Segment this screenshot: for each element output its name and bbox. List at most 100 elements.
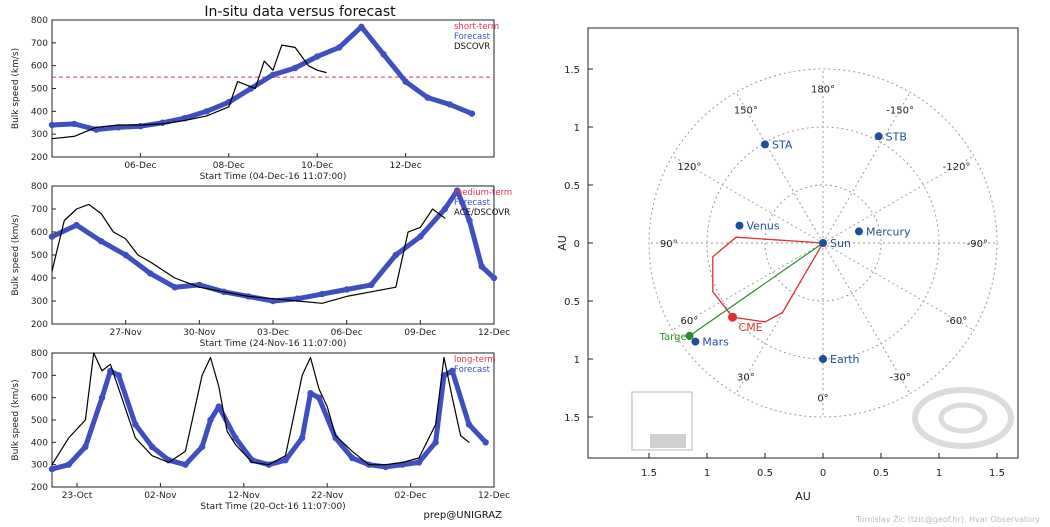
forecast-point bbox=[148, 443, 156, 450]
cme-label: CME bbox=[739, 321, 763, 334]
y-tick-label: 800 bbox=[31, 16, 48, 26]
forecast-point bbox=[269, 71, 277, 79]
forecast-point bbox=[478, 263, 485, 270]
x-tick-label: 30-Nov bbox=[183, 328, 216, 338]
y-axis-label: Bulk speed (km/s) bbox=[11, 48, 21, 129]
legend-entry: medium-term bbox=[454, 188, 512, 198]
angle-label: 180° bbox=[811, 85, 835, 96]
forecast-point bbox=[48, 121, 56, 129]
forecast-point bbox=[147, 270, 154, 277]
forecast-series-line bbox=[49, 188, 497, 304]
angle-label: 60° bbox=[681, 316, 699, 327]
y-axis-label: Bulk speed (km/s) bbox=[11, 214, 21, 295]
forecast-point bbox=[307, 390, 314, 397]
forecast-point bbox=[171, 284, 178, 291]
forecast-point bbox=[465, 421, 473, 428]
x-tick-label: 1.5 bbox=[641, 468, 657, 479]
y-tick-label: 200 bbox=[31, 153, 48, 163]
x-axis-label: Start Time (04-Dec-16 11:07:00) bbox=[200, 172, 347, 182]
x-axis-label: Start Time (20-Oct-16 11:07:00) bbox=[200, 502, 345, 512]
forecast-point bbox=[73, 221, 80, 229]
forecast-point bbox=[82, 443, 89, 450]
y-tick-label: 300 bbox=[31, 297, 48, 307]
y-tick-label: 200 bbox=[31, 320, 48, 330]
body-marker bbox=[819, 239, 827, 247]
x-tick-label: 10-Dec bbox=[301, 161, 333, 171]
forecast-point bbox=[203, 108, 210, 115]
forecast-point bbox=[424, 94, 431, 101]
x-tick-label: 12-Dec bbox=[390, 161, 422, 171]
body-label: Earth bbox=[830, 353, 860, 366]
forecast-point bbox=[248, 457, 256, 464]
angle-label: -60° bbox=[946, 316, 967, 327]
y-tick-label: 800 bbox=[31, 182, 48, 192]
legend-entry: short-term bbox=[454, 22, 499, 32]
polar-ring bbox=[648, 68, 998, 418]
legend-entry: DSCOVR bbox=[454, 42, 490, 52]
y-tick-label: 500 bbox=[31, 85, 48, 95]
forecast-point bbox=[490, 274, 498, 282]
y-tick-label: 600 bbox=[31, 228, 48, 238]
y-tick-label: 700 bbox=[31, 371, 48, 381]
forecast-point bbox=[349, 454, 356, 462]
polar-ring bbox=[764, 184, 882, 302]
x-tick-label: 09-Dec bbox=[404, 328, 436, 338]
forecast-point bbox=[415, 459, 423, 466]
forecast-point bbox=[453, 187, 461, 194]
forecast-point bbox=[449, 367, 456, 375]
forecast-point bbox=[432, 439, 439, 446]
forecast-point bbox=[336, 44, 343, 51]
forecast-point bbox=[298, 434, 306, 442]
forecast-point bbox=[318, 290, 326, 298]
target-marker bbox=[685, 331, 694, 340]
uni-graz-logo bbox=[631, 391, 693, 451]
x-tick-label: 03-Dec bbox=[257, 328, 289, 338]
body-marker bbox=[874, 132, 883, 141]
y-axis-label: AU bbox=[556, 235, 569, 251]
y-tick-label: 200 bbox=[31, 483, 48, 493]
x-tick-label: 1 bbox=[704, 468, 710, 479]
forecast-point bbox=[332, 434, 339, 442]
polar-spoke bbox=[822, 242, 911, 394]
x-tick-label: 23-Oct bbox=[62, 491, 93, 501]
forecast-point bbox=[380, 51, 387, 58]
x-tick-label: 1 bbox=[936, 468, 942, 479]
body-label: STA bbox=[772, 138, 793, 151]
plot-frame bbox=[51, 19, 495, 158]
figure-title: In-situ data versus forecast bbox=[204, 4, 396, 20]
y-tick-label: 700 bbox=[31, 205, 48, 215]
y-tick-label: 400 bbox=[31, 107, 48, 117]
y-tick-label: 500 bbox=[31, 416, 48, 426]
y-tick-label: 400 bbox=[31, 274, 48, 284]
y-tick-label: 800 bbox=[31, 349, 48, 359]
target-label: Target bbox=[659, 332, 691, 343]
forecast-point bbox=[368, 281, 375, 289]
x-tick-label: 0.5 bbox=[873, 468, 889, 479]
y-tick-label: 700 bbox=[31, 39, 48, 49]
forecast-point bbox=[315, 394, 323, 401]
body-marker bbox=[854, 227, 863, 236]
forecast-point bbox=[182, 461, 189, 468]
x-tick-label: 12-Nov bbox=[228, 491, 261, 501]
polar-spoke bbox=[822, 92, 911, 244]
forecast-point bbox=[446, 101, 453, 108]
x-tick-label: 02-Dec bbox=[395, 491, 427, 501]
angle-label: 0° bbox=[817, 393, 828, 404]
y-tick-label: 300 bbox=[31, 461, 48, 471]
forecast-point bbox=[115, 372, 122, 379]
y-tick-label: 1 bbox=[574, 123, 580, 134]
forecast-point bbox=[402, 78, 409, 85]
x-axis-label: Start Time (24-Nov-16 11:07:00) bbox=[200, 339, 347, 349]
observed-series-line bbox=[51, 203, 446, 304]
y-tick-label: 1 bbox=[574, 355, 580, 366]
forecast-point bbox=[232, 434, 239, 442]
forecast-point bbox=[137, 122, 144, 130]
angle-label: 150° bbox=[734, 105, 758, 116]
target-direction-line bbox=[689, 242, 824, 337]
y-tick-label: 1.5 bbox=[564, 413, 580, 424]
forecast-point bbox=[159, 119, 166, 126]
body-label: Mars bbox=[702, 336, 729, 349]
angle-label: -150° bbox=[886, 105, 914, 116]
forecast-point bbox=[132, 421, 139, 428]
